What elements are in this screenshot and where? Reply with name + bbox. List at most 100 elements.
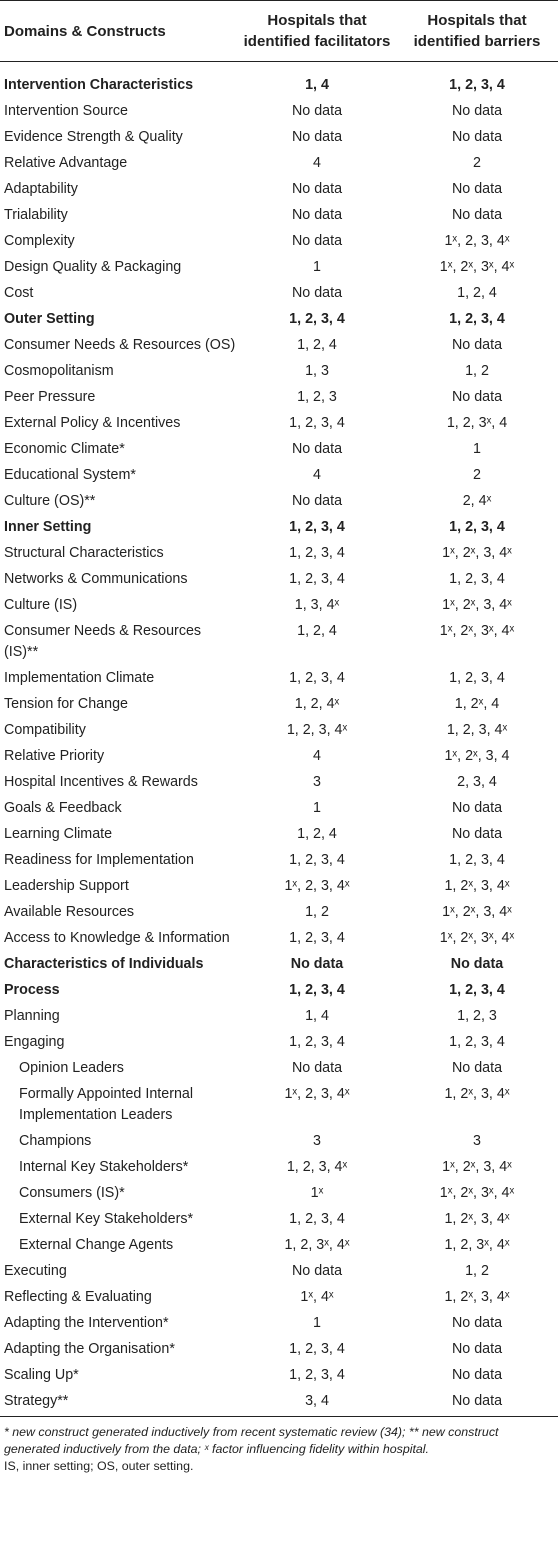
construct-row: Consumer Needs & Resources (OS) 1, 2, 4 No… <box>0 332 558 358</box>
construct-name: Readiness for Implementation <box>4 852 194 868</box>
table-body: Intervention Characteristics 1, 4 1, 2, 3,… <box>0 62 558 1417</box>
construct-name: Available Resources <box>4 904 135 920</box>
facilitator-hospitals: No data <box>291 1263 343 1279</box>
construct-row: Access to Knowledge & Information 1, 2, 3… <box>0 925 558 951</box>
facilitator-hospitals: 1, 2, 3, 4 <box>289 1341 345 1357</box>
barrier-hospitals: No data <box>451 181 503 197</box>
barrier-hospitals: 1, 2, 3ˣ, 4 <box>446 415 508 431</box>
facilitator-hospitals: No data <box>291 207 343 223</box>
construct-row: Cost No data 1, 2, 4 <box>0 280 558 306</box>
barrier-hospitals: No data <box>451 103 503 119</box>
construct-name: Intervention Characteristics <box>4 77 194 93</box>
footnote-definitions: * new construct generated inductively fr… <box>4 1425 499 1456</box>
construct-row: External Policy & Incentives 1, 2, 3, 4 1,… <box>0 410 558 436</box>
construct-row: Educational System* 4 2 <box>0 462 558 488</box>
facilitator-hospitals: 1, 4 <box>305 77 329 93</box>
construct-row: Goals & Feedback 1 No data <box>0 795 558 821</box>
construct-name: Implementation Climate <box>4 670 155 686</box>
facilitator-hospitals: No data <box>291 129 343 145</box>
constructs-table: Domains & Constructs Hospitals that iden… <box>0 0 558 1417</box>
facilitator-hospitals: 1, 2, 3, 4 <box>289 545 345 561</box>
construct-row: Structural Characteristics 1, 2, 3, 4 1ˣ, … <box>0 540 558 566</box>
barrier-hospitals: 1ˣ, 2ˣ, 3, 4ˣ <box>442 545 512 561</box>
construct-name: Educational System* <box>4 467 136 483</box>
barrier-hospitals: No data <box>451 1393 503 1409</box>
facilitator-hospitals: 1, 2, 4 <box>297 623 337 639</box>
facilitator-hospitals: 1, 2, 3 <box>297 389 337 405</box>
barrier-hospitals: 1, 2, 3ˣ, 4ˣ <box>444 1237 510 1253</box>
barrier-hospitals: No data <box>450 956 504 972</box>
construct-name: Compatibility <box>4 722 86 738</box>
facilitator-hospitals: 3 <box>313 1133 321 1149</box>
construct-row: Planning 1, 4 1, 2, 3 <box>0 1003 558 1029</box>
construct-row: Culture (OS)** No data 2, 4ˣ <box>0 488 558 514</box>
construct-row: Evidence Strength & Quality No data No dat… <box>0 124 558 150</box>
domain-row: Outer Setting 1, 2, 3, 4 1, 2, 3, 4 <box>0 306 558 332</box>
barrier-hospitals: 1, 2, 3, 4ˣ <box>446 722 508 738</box>
barrier-hospitals: 1, 2, 3, 4 <box>449 77 505 93</box>
construct-row: Networks & Communications 1, 2, 3, 4 1, 2,… <box>0 566 558 592</box>
construct-row: Consumer Needs & Resources (IS)** 1, 2, 4… <box>0 618 558 665</box>
facilitator-hospitals: No data <box>291 285 343 301</box>
barrier-hospitals: 2, 3, 4 <box>457 774 497 790</box>
construct-name: Outer Setting <box>4 311 95 327</box>
construct-row: Complexity No data 1ˣ, 2, 3, 4ˣ <box>0 228 558 254</box>
column-header-facilitators: Hospitals that identified facilitators <box>243 12 391 50</box>
barrier-hospitals: 1, 2, 3, 4 <box>449 311 505 327</box>
construct-name: Design Quality & Packaging <box>4 259 182 275</box>
construct-name: Opinion Leaders <box>19 1060 124 1076</box>
barrier-hospitals: 1ˣ, 2ˣ, 3, 4ˣ <box>442 904 512 920</box>
construct-name: Adapting the Organisation* <box>4 1341 175 1357</box>
construct-row: Adapting the Organisation* 1, 2, 3, 4 No d… <box>0 1336 558 1362</box>
facilitator-hospitals: No data <box>291 233 343 249</box>
construct-name: Cost <box>4 285 34 301</box>
facilitator-hospitals: No data <box>291 441 343 457</box>
construct-name: Formally Appointed Internal Implementati… <box>19 1086 194 1123</box>
construct-name: Reflecting & Evaluating <box>4 1289 152 1305</box>
barrier-hospitals: 1, 2, 3, 4 <box>449 670 505 686</box>
facilitator-hospitals: 1, 2, 3, 4 <box>289 1367 345 1383</box>
construct-row: Relative Advantage 4 2 <box>0 150 558 176</box>
construct-row: Reflecting & Evaluating 1ˣ, 4ˣ 1, 2ˣ, 3, 4… <box>0 1284 558 1310</box>
barrier-hospitals: 1ˣ, 2ˣ, 3ˣ, 4ˣ <box>439 623 515 639</box>
facilitator-hospitals: 3, 4 <box>305 1393 329 1409</box>
barrier-hospitals: 1ˣ, 2ˣ, 3ˣ, 4ˣ <box>439 930 515 946</box>
facilitator-hospitals: 1ˣ, 4ˣ <box>300 1289 334 1305</box>
construct-name: Consumers (IS)* <box>19 1185 125 1201</box>
facilitator-hospitals: 1ˣ <box>310 1185 324 1201</box>
construct-name: Goals & Feedback <box>4 800 122 816</box>
construct-name: Adaptability <box>4 181 78 197</box>
construct-name: Leadership Support <box>4 878 129 894</box>
construct-row: Available Resources 1, 2 1ˣ, 2ˣ, 3, 4ˣ <box>0 899 558 925</box>
construct-name: Engaging <box>4 1034 65 1050</box>
barrier-hospitals: 1, 2, 3, 4 <box>449 852 505 868</box>
construct-row: Leadership Support 1ˣ, 2, 3, 4ˣ 1, 2ˣ, 3, … <box>0 873 558 899</box>
construct-row: Tension for Change 1, 2, 4ˣ 1, 2ˣ, 4 <box>0 691 558 717</box>
facilitator-hospitals: 1 <box>313 800 321 816</box>
construct-row: Economic Climate* No data 1 <box>0 436 558 462</box>
barrier-hospitals: No data <box>451 1315 503 1331</box>
barrier-hospitals: No data <box>451 337 503 353</box>
facilitator-hospitals: 4 <box>313 748 321 764</box>
barrier-hospitals: 1ˣ, 2ˣ, 3ˣ, 4ˣ <box>439 1185 515 1201</box>
construct-name: Economic Climate* <box>4 441 125 457</box>
barrier-hospitals: 1, 2, 4 <box>457 285 497 301</box>
facilitator-hospitals: No data <box>291 181 343 197</box>
construct-name: Access to Knowledge & Information <box>4 930 230 946</box>
construct-name: Learning Climate <box>4 826 113 842</box>
domain-row: Inner Setting 1, 2, 3, 4 1, 2, 3, 4 <box>0 514 558 540</box>
construct-row: Executing No data 1, 2 <box>0 1258 558 1284</box>
facilitator-hospitals: 1, 2, 3, 4ˣ <box>286 722 348 738</box>
facilitator-hospitals: 1, 2, 3, 4 <box>289 311 345 327</box>
construct-row: Peer Pressure 1, 2, 3 No data <box>0 384 558 410</box>
barrier-hospitals: No data <box>451 207 503 223</box>
facilitator-hospitals: 1ˣ, 2, 3, 4ˣ <box>284 1086 350 1102</box>
facilitator-hospitals: 1, 2, 3, 4 <box>289 982 345 998</box>
construct-name: Characteristics of Individuals <box>4 956 204 972</box>
barrier-hospitals: 1, 2, 3, 4 <box>449 519 505 535</box>
facilitator-hospitals: 1, 2, 4ˣ <box>294 696 340 712</box>
construct-name: Inner Setting <box>4 519 92 535</box>
construct-row: Cosmopolitanism 1, 3 1, 2 <box>0 358 558 384</box>
facilitator-hospitals: 1, 2, 3, 4 <box>289 1211 345 1227</box>
